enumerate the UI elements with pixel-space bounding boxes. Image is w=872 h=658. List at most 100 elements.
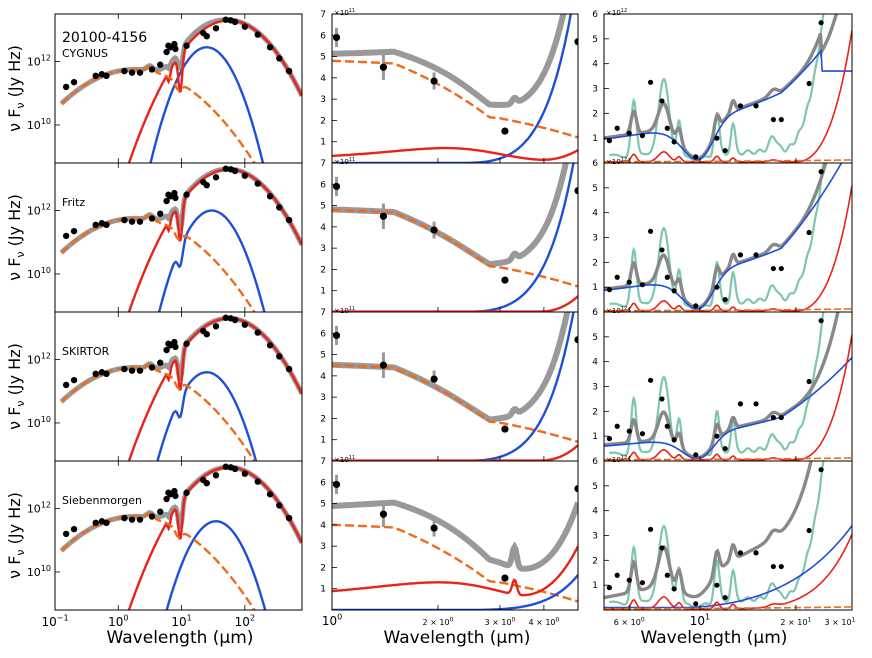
data-point	[163, 346, 170, 354]
plot-area	[604, 163, 852, 312]
data-point	[128, 367, 136, 374]
x-tick-label: 2 × 100	[423, 616, 454, 627]
x-tick-label: 2 × 101	[780, 616, 811, 627]
data-point	[659, 247, 665, 253]
y-axis-label: ν Fν (Jy Hz)	[5, 343, 27, 430]
panel-r0-c1: 1 2 3 4 5 6 7 ×1011	[320, 8, 579, 164]
data-point	[664, 423, 670, 429]
series-host	[60, 65, 256, 163]
data-point	[212, 25, 220, 32]
panel-r0-c2: 1 2 3 4 5 6 ×1012	[592, 8, 853, 164]
data-point	[148, 513, 156, 520]
data-point	[574, 38, 578, 46]
data-point	[659, 545, 665, 551]
y-tick-label: 1010	[27, 117, 51, 132]
axis-offset: ×1011	[334, 157, 355, 166]
data-point	[157, 61, 164, 68]
plot-area	[604, 312, 852, 461]
y-tick-label: 1	[320, 436, 326, 446]
col1-xlabel: Wavelength (μm)	[107, 628, 254, 648]
series-starburst	[332, 545, 578, 597]
data-point	[136, 69, 144, 76]
data-point	[92, 370, 99, 378]
data-point	[285, 365, 293, 373]
y-tick-label: 7	[320, 159, 326, 169]
data-point	[241, 23, 249, 30]
data-point	[136, 516, 144, 523]
plot-area	[604, 14, 852, 163]
y-tick-label: 1	[592, 432, 598, 442]
data-point	[614, 423, 620, 429]
series-agn	[332, 163, 575, 312]
data-point	[818, 20, 824, 26]
data-point	[103, 72, 110, 80]
y-tick-label: 3	[592, 532, 598, 542]
x-tick-label: 3 × 101	[825, 616, 856, 627]
data-point	[212, 323, 220, 330]
data-point	[231, 465, 239, 473]
plot-area	[604, 461, 852, 610]
data-point	[92, 72, 99, 80]
series-spectrum	[609, 312, 825, 461]
x-tick-label: 100	[322, 613, 342, 628]
data-point	[103, 370, 110, 378]
data-point	[222, 165, 229, 172]
series-host	[332, 364, 578, 443]
data-point	[62, 83, 70, 91]
series-agn	[332, 14, 572, 163]
data-point	[172, 492, 179, 500]
series-agn	[604, 48, 852, 161]
data-point	[693, 154, 699, 160]
y-tick-label: 2	[592, 109, 598, 119]
data-point	[254, 478, 261, 485]
y-tick-label: 5	[320, 500, 326, 510]
data-point	[737, 550, 744, 556]
data-point	[614, 125, 620, 131]
data-point	[62, 232, 70, 240]
panel-frame	[331, 13, 579, 164]
series-agn	[604, 525, 852, 609]
data-point	[626, 130, 632, 136]
data-point	[626, 428, 632, 434]
series-total	[604, 312, 840, 459]
data-point	[714, 582, 720, 588]
data-point	[121, 514, 128, 522]
y-tick-label: 4	[320, 223, 326, 233]
y-tick-label: 2	[592, 556, 598, 566]
data-point	[614, 572, 620, 578]
data-point	[430, 226, 438, 234]
y-tick-label: 6	[320, 478, 326, 488]
data-point	[606, 287, 613, 293]
y-tick-label: 7	[320, 10, 326, 20]
data-point	[379, 510, 388, 518]
data-point	[285, 67, 293, 75]
data-point	[136, 367, 144, 374]
data-point	[379, 212, 388, 220]
y-tick-label: 1	[592, 283, 598, 293]
y-tick-label: 1010	[27, 415, 51, 430]
data-point	[70, 376, 78, 384]
data-point	[183, 489, 190, 496]
panel-r1-c1: 1 2 3 4 5 6 7 ×1011	[320, 157, 579, 313]
y-tick-label: 3	[320, 542, 326, 552]
data-point	[136, 218, 144, 225]
series-host	[604, 457, 852, 461]
y-tick-label: 6	[592, 159, 598, 169]
data-point	[770, 265, 776, 272]
data-point	[266, 491, 274, 498]
data-point	[626, 577, 632, 583]
y-tick-label: 1012	[27, 501, 51, 516]
data-point	[430, 524, 438, 532]
series-starburst	[332, 146, 578, 161]
y-tick-label: 3	[592, 383, 598, 393]
x-tick-label: 6 × 100	[614, 616, 645, 627]
y-tick-label: 4	[320, 521, 326, 531]
series-starburst	[332, 295, 578, 312]
panel-frame	[603, 13, 853, 164]
data-point	[183, 191, 190, 198]
data-point	[70, 78, 78, 86]
data-point	[379, 361, 388, 369]
data-point	[753, 401, 759, 407]
plot-area	[59, 16, 302, 163]
